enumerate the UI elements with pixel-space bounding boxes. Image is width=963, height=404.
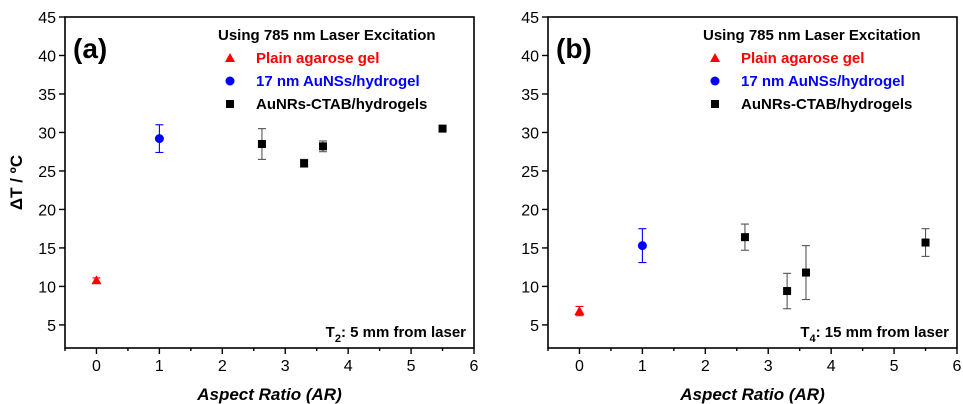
legend: Using 785 nm Laser Excitation Plain agaro… <box>218 27 436 113</box>
y-tick-label: 45 <box>38 10 56 27</box>
data-point <box>319 142 327 150</box>
series-1 <box>574 306 584 316</box>
x-tick-label: 2 <box>218 358 227 375</box>
y-tick-label: 40 <box>521 48 539 65</box>
data-point <box>638 241 647 250</box>
y-tick-label: 15 <box>521 241 539 258</box>
y-tick-label: 20 <box>38 202 56 219</box>
x-axis-label: Aspect Ratio (AR) <box>196 385 342 404</box>
data-point <box>741 233 749 241</box>
y-tick-label: 10 <box>521 279 539 296</box>
y-tick-label: 30 <box>521 125 539 142</box>
data-point <box>300 159 308 167</box>
legend-marker <box>711 77 720 86</box>
x-tick-label: 4 <box>827 358 836 375</box>
data-point <box>439 125 447 133</box>
y-tick-label: 5 <box>530 318 539 335</box>
legend-marker <box>225 53 235 62</box>
legend: Using 785 nm Laser Excitation Plain agaro… <box>703 27 921 113</box>
legend-marker <box>226 77 235 86</box>
y-tick-label: 15 <box>38 241 56 258</box>
legend-entry-label: Plain agarose gel <box>256 50 379 67</box>
y-axis-label: ΔT / ºC <box>7 155 26 210</box>
y-tick-label: 5 <box>47 318 56 335</box>
x-tick-label: 3 <box>764 358 773 375</box>
x-tick-label: 0 <box>92 358 101 375</box>
annotation-prefix: T <box>800 324 809 341</box>
y-tick-label: 30 <box>38 125 56 142</box>
data-point <box>922 239 930 247</box>
legend-title: Using 785 nm Laser Excitation <box>703 27 921 44</box>
annotation-suffix: : 15 mm from laser <box>816 324 950 341</box>
legend-entry-label: AuNRs-CTAB/hydrogels <box>741 96 912 113</box>
annotation-prefix: T <box>326 324 335 341</box>
annotation-suffix: : 5 mm from laser <box>341 324 466 341</box>
series-3 <box>741 224 930 309</box>
series-2 <box>638 229 647 263</box>
y-tick-label: 35 <box>38 87 56 104</box>
position-annotation: T4: 15 mm from laser <box>800 324 949 345</box>
legend-title: Using 785 nm Laser Excitation <box>218 27 436 44</box>
legend-entry-label: Plain agarose gel <box>741 50 864 67</box>
y-tick-label: 25 <box>38 164 56 181</box>
panel-label: (a) <box>73 33 107 64</box>
x-tick-label: 6 <box>953 358 962 375</box>
legend-marker <box>711 100 719 108</box>
x-tick-label: 5 <box>407 358 416 375</box>
x-tick-label: 2 <box>701 358 710 375</box>
x-tick-label: 1 <box>155 358 164 375</box>
series-1 <box>91 275 101 284</box>
x-tick-label: 5 <box>890 358 899 375</box>
series-2 <box>155 125 164 153</box>
legend-entry-label: 17 nm AuNSs/hydrogel <box>741 73 905 90</box>
x-tick-label: 6 <box>470 358 479 375</box>
data-point <box>258 140 266 148</box>
legend-entry-label: AuNRs-CTAB/hydrogels <box>256 96 427 113</box>
y-tick-label: 40 <box>38 48 56 65</box>
legend-marker <box>226 100 234 108</box>
x-tick-label: 1 <box>638 358 647 375</box>
data-point <box>155 134 164 143</box>
legend-entry-label: 17 nm AuNSs/hydrogel <box>256 73 420 90</box>
y-tick-label: 35 <box>521 87 539 104</box>
y-tick-label: 20 <box>521 202 539 219</box>
position-annotation: T2: 5 mm from laser <box>326 324 467 345</box>
panel-label: (b) <box>556 33 592 64</box>
data-point <box>802 269 810 277</box>
legend-marker <box>710 53 720 62</box>
x-tick-label: 4 <box>344 358 353 375</box>
y-tick-label: 25 <box>521 164 539 181</box>
y-tick-label: 45 <box>521 10 539 27</box>
data-point <box>91 275 101 284</box>
data-point <box>574 306 584 315</box>
x-tick-label: 0 <box>575 358 584 375</box>
x-axis-label: Aspect Ratio (AR) <box>679 385 825 404</box>
x-tick-label: 3 <box>281 358 290 375</box>
y-tick-label: 10 <box>38 279 56 296</box>
series-3 <box>258 125 447 168</box>
data-point <box>783 287 791 295</box>
